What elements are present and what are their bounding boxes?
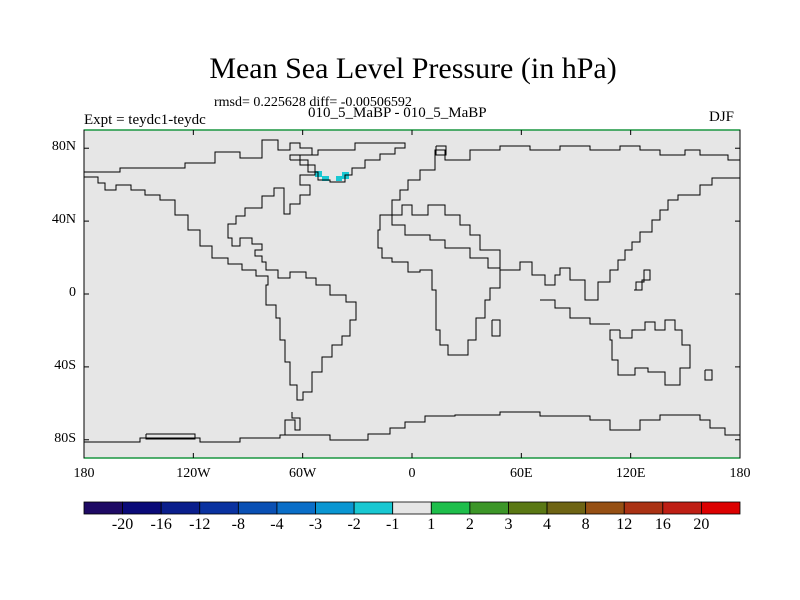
lon-tick-label: 60E — [510, 466, 533, 481]
colorbar-swatch — [315, 501, 355, 515]
colorbar-swatch — [199, 501, 239, 515]
lat-tick-label: 80N — [51, 139, 76, 155]
colorbar-label: 12 — [616, 516, 633, 533]
coastline-antarctic-peninsula — [284, 412, 301, 435]
colorbar-label: 3 — [504, 516, 513, 533]
lon-tick-label: 180 — [729, 466, 751, 481]
colorbar-label: -4 — [270, 516, 284, 533]
stats-label: rmsd= 0.225628 diff= -0.00506592 — [214, 95, 412, 110]
colorbar-swatch — [237, 501, 278, 515]
lat-tick-label: 80S — [54, 430, 76, 446]
colorbar-swatch — [546, 501, 587, 515]
lat-tick-label: 0 — [69, 285, 76, 300]
colorbar-swatch — [623, 501, 664, 515]
coastline-americas — [84, 139, 357, 401]
colorbar-label: 1 — [427, 516, 436, 533]
colorbar-label: -16 — [150, 516, 172, 533]
colorbar-swatch — [508, 501, 548, 515]
colorbar-label: -20 — [111, 516, 134, 533]
coastline-japan — [634, 269, 651, 291]
anomaly-cell — [336, 176, 342, 181]
lon-tick-label: 120E — [615, 466, 646, 481]
colorbar-swatch — [701, 501, 741, 515]
colorbar — [83, 501, 741, 515]
colorbar-label: 8 — [581, 516, 590, 533]
colorbar-swatch — [469, 501, 509, 515]
colorbar-label: -3 — [308, 516, 323, 533]
colorbar-swatch — [662, 501, 702, 515]
coastline-new-zealand — [704, 369, 713, 381]
colorbar-swatch — [430, 501, 471, 515]
coastline-indonesia — [540, 299, 610, 325]
coastline-southern-shelf — [145, 433, 196, 440]
coastline-greenland — [289, 142, 406, 183]
colorbar-label: 2 — [465, 516, 474, 533]
map-title: Mean Sea Level Pressure (in hPa) — [209, 52, 617, 85]
colorbar-swatch — [585, 501, 625, 515]
cases-label: 010_5_MaBP - 010_5_MaBP — [308, 105, 487, 121]
colorbar-label: 16 — [654, 516, 671, 533]
lon-tick-label: 180 — [73, 466, 95, 481]
lat-tick-label: 40S — [54, 357, 76, 373]
coastlines — [84, 139, 740, 443]
season-label: DJF — [709, 109, 735, 125]
coastline-madagascar — [491, 319, 501, 337]
colorbar-swatch — [122, 501, 162, 515]
lon-tick-label: 120W — [176, 466, 211, 481]
lat-tick-label: 40N — [51, 212, 76, 228]
colorbar-label: 4 — [543, 516, 552, 533]
coastline-svalbard — [435, 145, 447, 156]
colorbar-swatch — [160, 501, 201, 515]
colorbar-label: -12 — [189, 516, 211, 533]
coastline-antarctica — [84, 411, 740, 443]
map-background — [84, 130, 740, 458]
colorbar-swatch — [83, 501, 123, 515]
colorbar-swatch — [276, 501, 316, 515]
axis-ticks — [83, 130, 741, 458]
colorbar-label: -8 — [231, 516, 245, 533]
lon-tick-label: 60W — [289, 466, 317, 481]
colorbar-swatch — [392, 501, 432, 515]
colorbar-label: 20 — [693, 516, 710, 533]
coastline-africa — [377, 214, 501, 356]
coastline-eurasia — [391, 145, 740, 301]
colorbar-swatch — [353, 501, 394, 515]
colorbar-label: -1 — [386, 516, 400, 533]
coastline-australia — [609, 319, 691, 386]
lon-tick-label: 0 — [408, 466, 416, 481]
experiment-label: Expt = teydc1-teydc — [84, 112, 206, 128]
anomaly-cell — [322, 176, 329, 181]
colorbar-label: -2 — [347, 516, 361, 533]
